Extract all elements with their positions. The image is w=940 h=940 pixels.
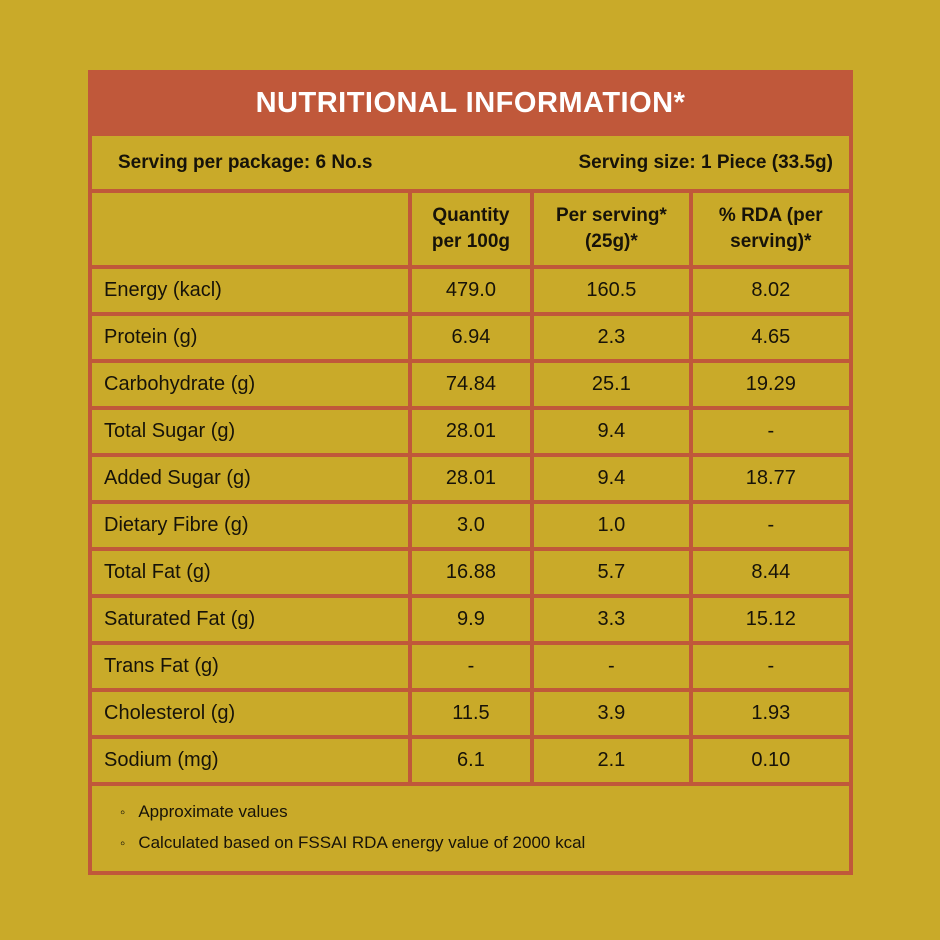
nutrition-table: Quantity per 100g Per serving* (25g)* % … bbox=[92, 193, 849, 782]
nutrient-label: Energy (kacl) bbox=[92, 269, 408, 312]
value-rda-percent: 8.02 bbox=[692, 269, 849, 312]
value-rda-percent: - bbox=[692, 410, 849, 453]
nutrient-label: Carbohydrate (g) bbox=[92, 363, 408, 406]
nutrient-label: Cholesterol (g) bbox=[92, 692, 408, 735]
circle-bullet-icon: ◦ bbox=[120, 835, 126, 852]
value-rda-percent: 18.77 bbox=[692, 457, 849, 500]
value-per-serving: - bbox=[534, 645, 689, 688]
value-rda-percent: - bbox=[692, 645, 849, 688]
value-per-100g: 3.0 bbox=[411, 504, 531, 547]
value-per-serving: 3.3 bbox=[534, 598, 689, 641]
value-per-100g: 28.01 bbox=[411, 410, 531, 453]
value-per-100g: 479.0 bbox=[411, 269, 531, 312]
footnote-text: Approximate values bbox=[138, 802, 288, 821]
circle-bullet-icon: ◦ bbox=[120, 804, 126, 821]
footnote-item: ◦ Approximate values bbox=[120, 797, 839, 828]
value-per-serving: 25.1 bbox=[534, 363, 689, 406]
value-per-serving: 2.1 bbox=[534, 739, 689, 782]
value-per-serving: 9.4 bbox=[534, 457, 689, 500]
value-per-100g: - bbox=[411, 645, 531, 688]
column-header-nutrient bbox=[92, 193, 408, 265]
column-header-rda-per-serving: % RDA (per serving)* bbox=[692, 193, 849, 265]
value-per-100g: 6.94 bbox=[411, 316, 531, 359]
serving-info-row: Serving per package: 6 No.s Serving size… bbox=[92, 136, 849, 189]
serving-size-text: Serving size: 1 Piece (33.5g) bbox=[578, 151, 833, 173]
nutrient-label: Added Sugar (g) bbox=[92, 457, 408, 500]
value-rda-percent: 4.65 bbox=[692, 316, 849, 359]
footnote-text: Calculated based on FSSAI RDA energy val… bbox=[138, 833, 586, 852]
nutrient-label: Dietary Fibre (g) bbox=[92, 504, 408, 547]
nutrient-label: Total Sugar (g) bbox=[92, 410, 408, 453]
footnotes: ◦ Approximate values ◦ Calculated based … bbox=[92, 786, 849, 871]
value-per-serving: 2.3 bbox=[534, 316, 689, 359]
value-per-serving: 3.9 bbox=[534, 692, 689, 735]
value-rda-percent: 15.12 bbox=[692, 598, 849, 641]
value-per-serving: 160.5 bbox=[534, 269, 689, 312]
nutrient-label: Sodium (mg) bbox=[92, 739, 408, 782]
value-per-100g: 11.5 bbox=[411, 692, 531, 735]
page-title: NUTRITIONAL INFORMATION* bbox=[255, 86, 686, 119]
value-rda-percent: 0.10 bbox=[692, 739, 849, 782]
serving-per-package-text: Serving per package: 6 No.s bbox=[118, 151, 373, 173]
value-per-100g: 28.01 bbox=[411, 457, 531, 500]
nutrient-label: Protein (g) bbox=[92, 316, 408, 359]
footnote-item: ◦ Calculated based on FSSAI RDA energy v… bbox=[120, 828, 839, 859]
value-per-serving: 9.4 bbox=[534, 410, 689, 453]
value-rda-percent: 8.44 bbox=[692, 551, 849, 594]
value-per-serving: 5.7 bbox=[534, 551, 689, 594]
value-rda-percent: 19.29 bbox=[692, 363, 849, 406]
value-rda-percent: - bbox=[692, 504, 849, 547]
value-per-100g: 9.9 bbox=[411, 598, 531, 641]
nutrition-label: NUTRITIONAL INFORMATION* Serving per pac… bbox=[88, 70, 853, 875]
nutrient-label: Saturated Fat (g) bbox=[92, 598, 408, 641]
column-header-quantity-per-100g: Quantity per 100g bbox=[411, 193, 531, 265]
value-per-100g: 6.1 bbox=[411, 739, 531, 782]
nutrient-label: Trans Fat (g) bbox=[92, 645, 408, 688]
title-band: NUTRITIONAL INFORMATION* bbox=[92, 74, 849, 132]
nutrient-label: Total Fat (g) bbox=[92, 551, 408, 594]
value-per-serving: 1.0 bbox=[534, 504, 689, 547]
value-per-100g: 74.84 bbox=[411, 363, 531, 406]
column-header-per-serving: Per serving* (25g)* bbox=[534, 193, 689, 265]
value-rda-percent: 1.93 bbox=[692, 692, 849, 735]
value-per-100g: 16.88 bbox=[411, 551, 531, 594]
